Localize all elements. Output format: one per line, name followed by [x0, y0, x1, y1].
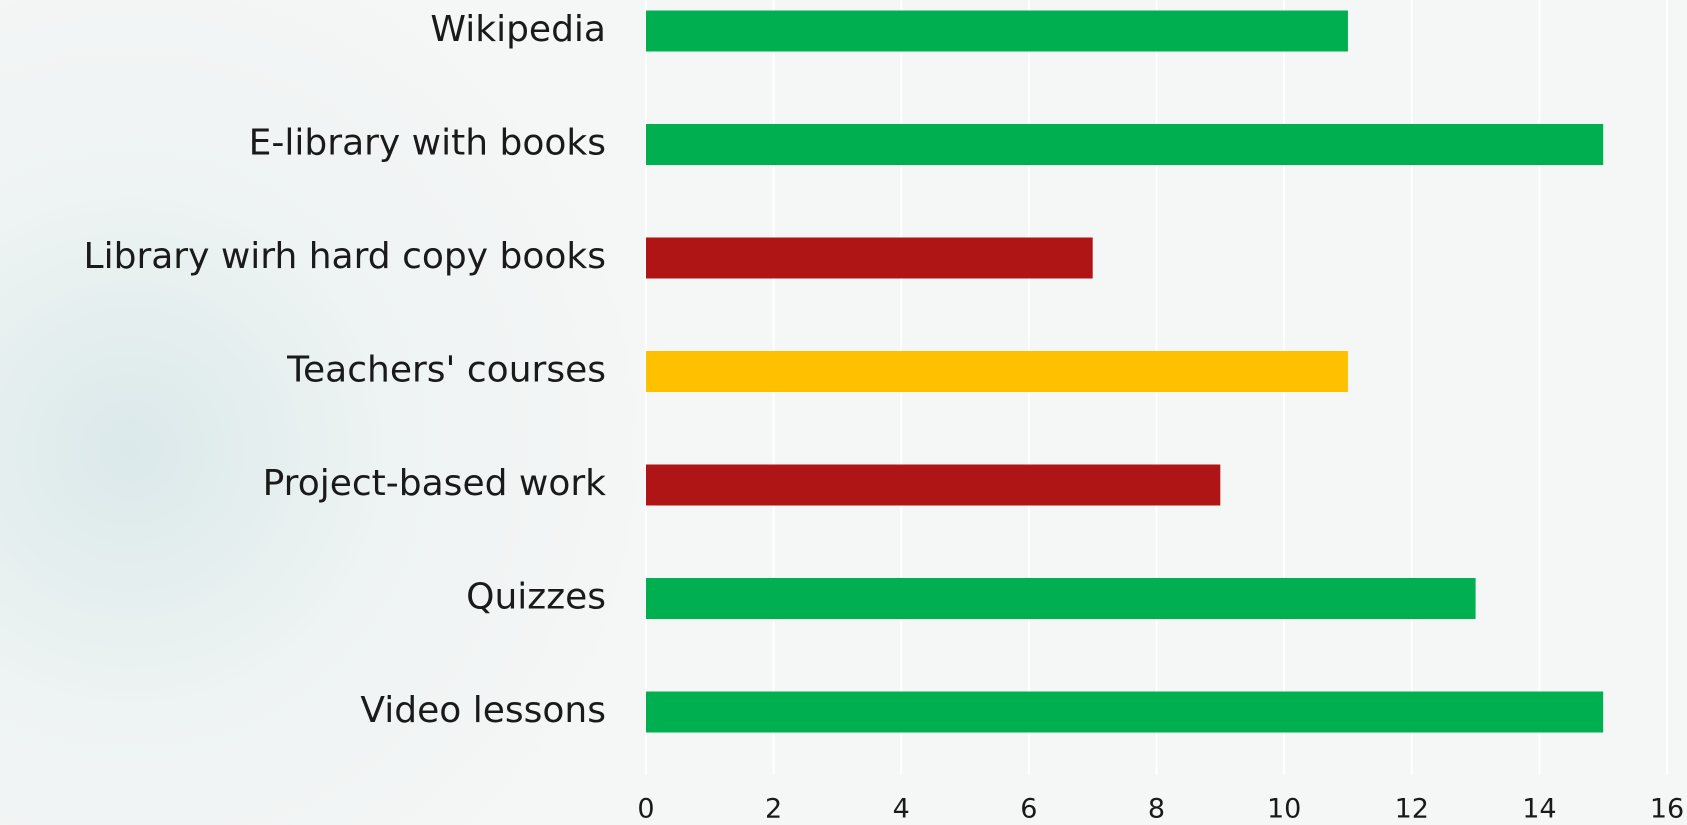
y-tick-label: Project-based work	[263, 463, 607, 504]
bar	[646, 10, 1348, 52]
y-tick-label: Video lessons	[360, 690, 606, 731]
bar	[646, 464, 1221, 506]
x-tick-label: 2	[765, 794, 782, 825]
bar	[646, 578, 1476, 619]
bar	[646, 124, 1604, 165]
y-tick-label: Teachers' courses	[286, 350, 606, 391]
y-tick-label: Wikipedia	[430, 9, 606, 50]
y-tick-label: E-library with books	[249, 123, 606, 164]
x-tick-label: 0	[637, 794, 654, 825]
x-tick-label: 4	[893, 794, 910, 825]
bar	[646, 237, 1093, 279]
y-tick-label: Library wirh hard copy books	[84, 236, 606, 277]
x-tick-label: 8	[1148, 794, 1165, 825]
x-tick-label: 6	[1020, 794, 1037, 825]
x-tick-label: 16	[1650, 794, 1684, 825]
y-tick-label: Quizzes	[466, 577, 606, 618]
bar	[646, 691, 1604, 733]
x-tick-label: 14	[1522, 794, 1556, 825]
bar	[646, 351, 1348, 392]
x-tick-label: 10	[1267, 794, 1301, 825]
x-tick-label: 12	[1395, 794, 1429, 825]
